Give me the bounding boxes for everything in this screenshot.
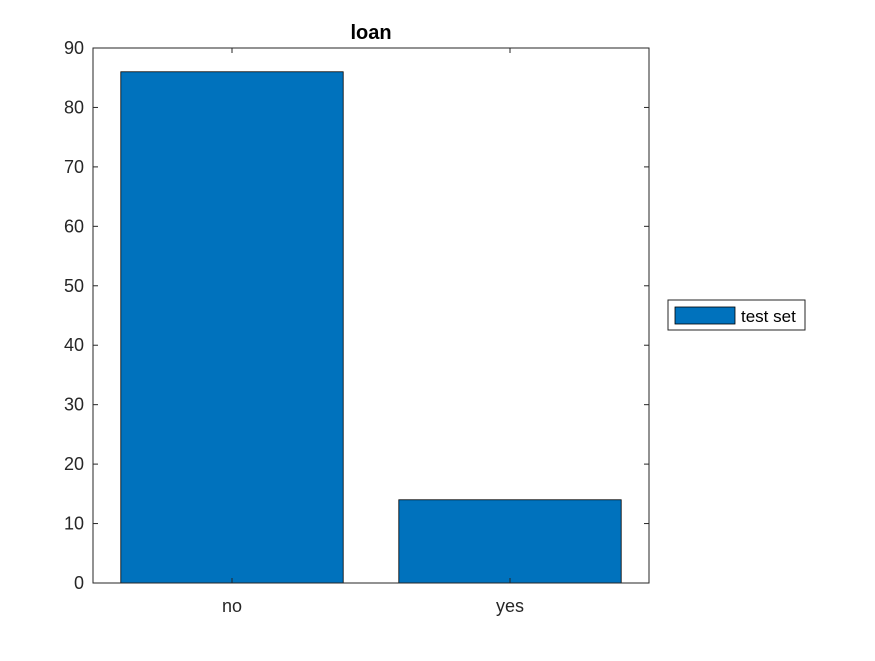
axes-box	[92, 47, 650, 584]
legend-swatch	[674, 306, 736, 325]
x-tick-labels: no yes	[222, 596, 524, 616]
y-tick-label: 50	[64, 276, 84, 296]
y-tick-label: 10	[64, 514, 84, 534]
y-tick-label: 60	[64, 216, 84, 236]
y-tick-label: 70	[64, 157, 84, 177]
y-tick-label: 90	[64, 38, 84, 58]
y-tick-label: 20	[64, 454, 84, 474]
bar-no	[120, 71, 344, 584]
y-tick-label: 40	[64, 335, 84, 355]
legend-label: test set	[741, 307, 796, 326]
bar-yes	[398, 499, 622, 584]
y-tick-labels: 0 10 20 30 40 50 60 70 80 90	[64, 38, 84, 593]
chart-title: loan	[350, 22, 391, 44]
x-tick-label-yes: yes	[496, 596, 524, 616]
y-tick-label: 0	[74, 573, 84, 593]
legend: test set	[667, 299, 806, 331]
x-tick-label-no: no	[222, 596, 242, 616]
y-tick-label: 30	[64, 395, 84, 415]
bars-group	[120, 71, 622, 584]
y-tick-label: 80	[64, 97, 84, 117]
